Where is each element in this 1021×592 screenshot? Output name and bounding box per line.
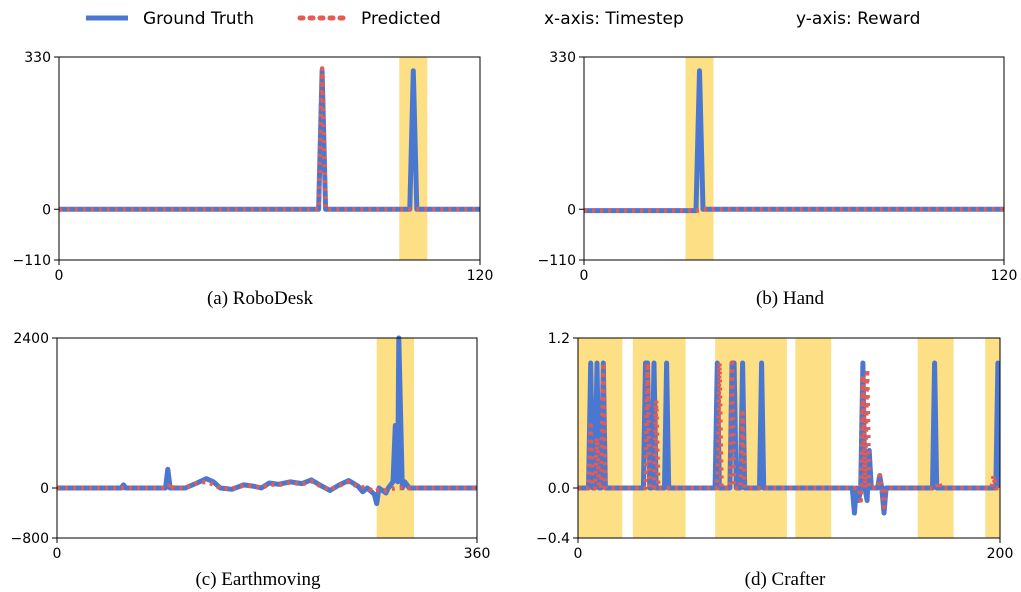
predicted-line (59, 66, 480, 212)
y-tick-label: 0.0 (548, 481, 570, 497)
highlight-span (632, 338, 686, 538)
y-tick-label: 1.2 (548, 331, 570, 347)
predicted-line (584, 207, 1004, 213)
predicted-line (57, 478, 477, 495)
plot-frame (577, 337, 1001, 539)
legend-ground-truth-label: Ground Truth (143, 9, 254, 29)
highlight-span (795, 338, 832, 538)
panel-caption: (c) Earthmoving (195, 569, 321, 590)
highlight-span (715, 338, 787, 538)
x-tick-label: 0 (580, 268, 589, 284)
x-tick-label: 360 (464, 546, 491, 562)
y-tick-label: 330 (549, 50, 576, 66)
legend-predicted-label: Predicted (361, 9, 441, 29)
panel-caption: (d) Crafter (745, 569, 826, 590)
chart-panel: 1.2 0.0 −0.40 200 (d) Crafter (536, 331, 1013, 590)
y-tick-label: 0 (42, 202, 51, 218)
y-axis-note: y-axis: Reward (796, 9, 920, 29)
panel-caption: (b) Hand (756, 288, 825, 309)
x-tick-label: 0 (53, 546, 62, 562)
y-tick-label: 2400 (13, 331, 49, 347)
x-tick-label: 0 (574, 546, 583, 562)
x-tick-label: 0 (55, 268, 64, 284)
x-tick-label: 200 (987, 546, 1014, 562)
y-tick-label: 0 (40, 481, 49, 497)
panel-caption: (a) RoboDesk (207, 288, 314, 309)
plot-frame (58, 56, 481, 261)
plot-frame (583, 56, 1005, 261)
y-tick-label: −0.4 (536, 531, 570, 547)
y-tick-label: −110 (538, 253, 576, 269)
x-axis-note: x-axis: Timestep (544, 9, 684, 29)
x-tick-label: 120 (991, 268, 1018, 284)
x-tick-label: 120 (467, 268, 494, 284)
y-tick-label: 330 (24, 50, 51, 66)
y-tick-label: −800 (11, 531, 49, 547)
plot-frame (56, 337, 478, 539)
legend: Ground Truth Predicted x-axis: Timestep … (86, 9, 920, 29)
ground-truth-line (584, 68, 1004, 214)
y-tick-label: −110 (13, 253, 51, 269)
y-tick-label: 0 (567, 202, 576, 218)
